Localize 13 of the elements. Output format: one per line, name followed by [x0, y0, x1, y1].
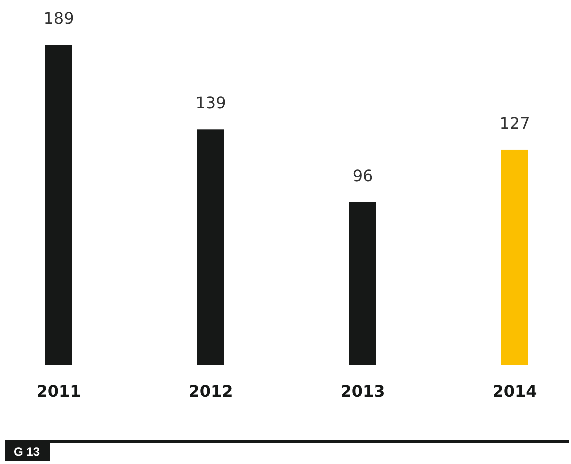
data-label: 189 [44, 9, 74, 28]
x-tick-label: 2012 [188, 382, 234, 401]
bar [198, 130, 224, 365]
text: G 13 [14, 445, 40, 459]
bar [46, 45, 72, 365]
bar [502, 150, 528, 365]
x-tick-label: 2013 [340, 382, 386, 401]
bar [350, 202, 376, 365]
data-label: 139 [196, 94, 226, 113]
data-label: 96 [352, 166, 374, 186]
x-tick-label: 2014 [492, 382, 538, 401]
data-label: 127 [500, 114, 530, 133]
x-tick-label: 2011 [36, 382, 82, 401]
